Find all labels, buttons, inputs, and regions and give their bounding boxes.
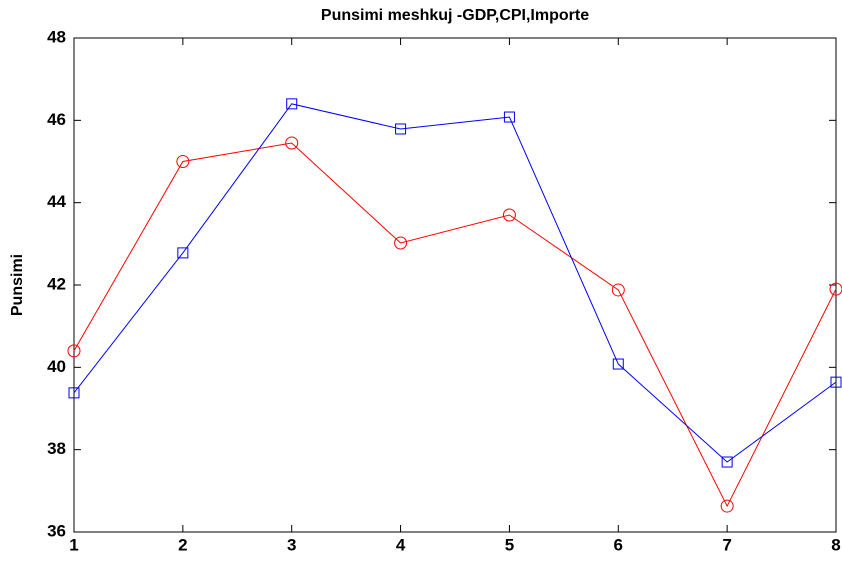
- y-tick-label: 38: [47, 439, 66, 458]
- marker: [503, 111, 515, 123]
- chart-title: Punsimi meshkuj -GDP,CPI,Importe: [321, 7, 589, 24]
- marker: [68, 387, 80, 399]
- y-tick-label: 48: [47, 27, 66, 46]
- marker: [829, 282, 842, 296]
- marker: [176, 155, 190, 168]
- marker: [612, 358, 624, 370]
- marker: [830, 376, 842, 388]
- marker: [394, 236, 408, 250]
- marker: [611, 283, 625, 297]
- x-tick-label: 8: [831, 535, 840, 554]
- x-tick-label: 4: [396, 535, 406, 554]
- y-tick-label: 44: [47, 192, 66, 211]
- marker: [721, 456, 733, 468]
- x-tick-label: 5: [505, 535, 514, 554]
- series-line: [73, 142, 837, 508]
- series-line: [73, 103, 837, 463]
- x-tick-label: 7: [722, 535, 731, 554]
- marker: [395, 123, 407, 135]
- x-tick-label: 1: [69, 535, 78, 554]
- y-tick-label: 40: [47, 357, 66, 376]
- y-tick-label: 36: [47, 521, 66, 540]
- marker: [502, 208, 516, 222]
- marker: [286, 98, 298, 110]
- y-tick-label: 46: [47, 110, 66, 129]
- marker: [177, 247, 189, 259]
- marker: [67, 344, 81, 358]
- marker: [285, 136, 299, 150]
- x-tick-label: 3: [287, 535, 296, 554]
- y-axis-label: Punsimi: [9, 254, 26, 316]
- x-tick-label: 6: [614, 535, 623, 554]
- y-tick-label: 42: [47, 274, 66, 293]
- marker: [720, 499, 734, 513]
- x-tick-label: 2: [178, 535, 187, 554]
